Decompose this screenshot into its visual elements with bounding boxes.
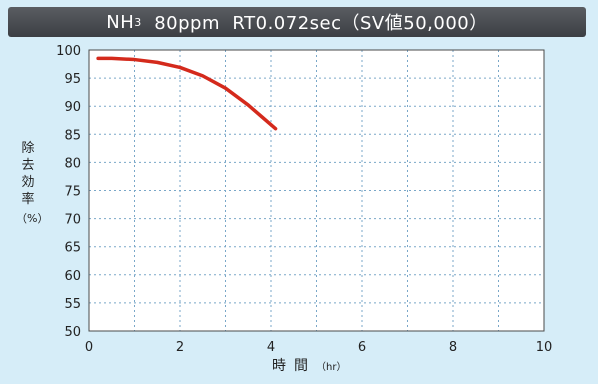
title-rest: 80ppm RT0.072sec（SV値50,000）	[141, 13, 488, 34]
x-tick-label: 0	[85, 340, 93, 355]
x-tick-label: 10	[536, 340, 553, 355]
y-tick-label: 55	[64, 297, 81, 312]
x-axis-title: 時間	[272, 358, 316, 374]
chart-title: NH 3 80ppm RT0.072sec（SV値50,000）	[8, 7, 586, 37]
y-tick-label: 85	[64, 128, 81, 143]
series-line	[96, 56, 278, 131]
y-tick-label: 90	[64, 100, 81, 115]
y-tick-label: 100	[56, 44, 81, 59]
x-tick-label: 6	[358, 340, 366, 355]
y-tick-label: 65	[64, 241, 81, 256]
y-tick-label: 80	[64, 156, 81, 171]
plot-border	[88, 49, 545, 332]
y-tick-label: 60	[64, 269, 81, 284]
y-tick-label: 70	[64, 213, 81, 228]
y-tick-label: 50	[64, 325, 81, 340]
title-subscript: 3	[134, 15, 142, 29]
x-tick-label: 2	[176, 340, 184, 355]
y-axis-title: 除去効率	[21, 141, 35, 207]
x-axis-label: 時間（hr）	[272, 355, 346, 375]
x-tick-label: 8	[449, 340, 457, 355]
y-tick-label: 95	[64, 72, 81, 87]
x-tick-label: 4	[267, 340, 275, 355]
y-tick-label: 75	[64, 185, 81, 200]
title-main: NH	[106, 11, 135, 33]
y-axis-label: 除去効率 （%）	[16, 140, 48, 227]
x-axis-unit: （hr）	[316, 362, 347, 373]
